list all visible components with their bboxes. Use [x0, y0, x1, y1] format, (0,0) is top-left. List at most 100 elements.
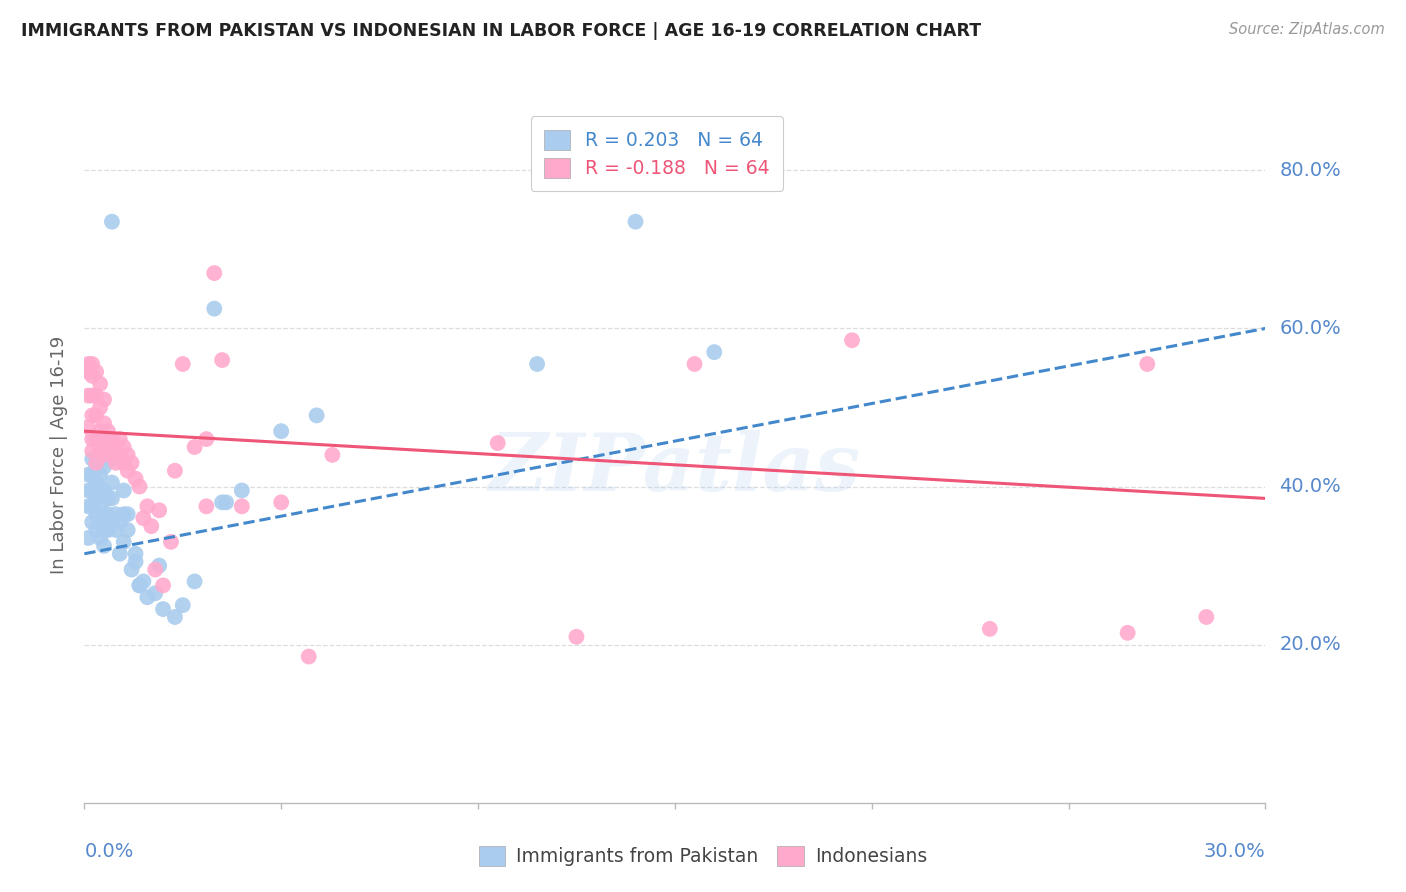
Point	[270, 424, 292, 438]
Point	[84, 523, 107, 537]
Point	[89, 467, 111, 482]
Point	[104, 507, 127, 521]
Point	[82, 389, 104, 403]
Point	[683, 357, 706, 371]
Point	[231, 500, 253, 514]
Point	[172, 357, 194, 371]
Point	[231, 483, 253, 498]
Point	[124, 555, 146, 569]
Point	[128, 578, 150, 592]
Point	[270, 495, 292, 509]
Text: 80.0%: 80.0%	[1279, 161, 1341, 180]
Point	[89, 483, 111, 498]
Point	[84, 456, 107, 470]
Point	[486, 436, 509, 450]
Point	[89, 515, 111, 529]
Point	[211, 495, 233, 509]
Point	[101, 448, 124, 462]
Point	[89, 376, 111, 391]
Point	[298, 649, 321, 664]
Text: 30.0%: 30.0%	[1204, 842, 1265, 861]
Point	[136, 500, 159, 514]
Point	[624, 215, 647, 229]
Point	[124, 547, 146, 561]
Point	[77, 365, 100, 379]
Point	[101, 475, 124, 490]
Point	[112, 483, 135, 498]
Point	[112, 507, 135, 521]
Point	[101, 215, 124, 229]
Point	[211, 353, 233, 368]
Legend: R = 0.203   N = 64, R = -0.188   N = 64: R = 0.203 N = 64, R = -0.188 N = 64	[530, 117, 783, 191]
Point	[108, 432, 131, 446]
Point	[703, 345, 725, 359]
Point	[84, 365, 107, 379]
Point	[195, 500, 218, 514]
Point	[152, 578, 174, 592]
Point	[93, 392, 115, 407]
Point	[97, 424, 120, 438]
Point	[77, 483, 100, 498]
Point	[121, 563, 143, 577]
Point	[305, 409, 328, 423]
Point	[1195, 610, 1218, 624]
Point	[152, 602, 174, 616]
Text: 0.0%: 0.0%	[84, 842, 134, 861]
Point	[202, 301, 225, 316]
Text: 40.0%: 40.0%	[1279, 477, 1341, 496]
Point	[101, 432, 124, 446]
Legend: Immigrants from Pakistan, Indonesians: Immigrants from Pakistan, Indonesians	[471, 838, 935, 873]
Point	[97, 507, 120, 521]
Point	[148, 558, 170, 573]
Point	[84, 432, 107, 446]
Point	[84, 507, 107, 521]
Point	[84, 459, 107, 474]
Point	[93, 483, 115, 498]
Point	[77, 531, 100, 545]
Point	[136, 591, 159, 605]
Point	[526, 357, 548, 371]
Point	[82, 409, 104, 423]
Point	[82, 357, 104, 371]
Point	[97, 440, 120, 454]
Point	[121, 456, 143, 470]
Point	[117, 523, 139, 537]
Point	[89, 401, 111, 415]
Point	[93, 417, 115, 431]
Point	[108, 448, 131, 462]
Point	[108, 515, 131, 529]
Point	[93, 523, 115, 537]
Y-axis label: In Labor Force | Age 16-19: In Labor Force | Age 16-19	[51, 335, 69, 574]
Point	[82, 444, 104, 458]
Point	[117, 464, 139, 478]
Text: Source: ZipAtlas.com: Source: ZipAtlas.com	[1229, 22, 1385, 37]
Point	[183, 574, 205, 589]
Point	[82, 467, 104, 482]
Point	[979, 622, 1001, 636]
Point	[82, 483, 104, 498]
Point	[1136, 357, 1159, 371]
Point	[160, 534, 183, 549]
Point	[93, 507, 115, 521]
Point	[89, 451, 111, 466]
Point	[172, 598, 194, 612]
Point	[93, 448, 115, 462]
Point	[84, 409, 107, 423]
Point	[321, 448, 343, 462]
Point	[77, 500, 100, 514]
Point	[77, 389, 100, 403]
Point	[195, 432, 218, 446]
Point	[89, 500, 111, 514]
Point	[82, 500, 104, 514]
Point	[84, 389, 107, 403]
Point	[89, 444, 111, 458]
Point	[117, 448, 139, 462]
Point	[117, 507, 139, 521]
Point	[89, 424, 111, 438]
Point	[124, 472, 146, 486]
Point	[77, 467, 100, 482]
Text: 20.0%: 20.0%	[1279, 635, 1341, 654]
Point	[82, 368, 104, 383]
Point	[89, 531, 111, 545]
Point	[128, 479, 150, 493]
